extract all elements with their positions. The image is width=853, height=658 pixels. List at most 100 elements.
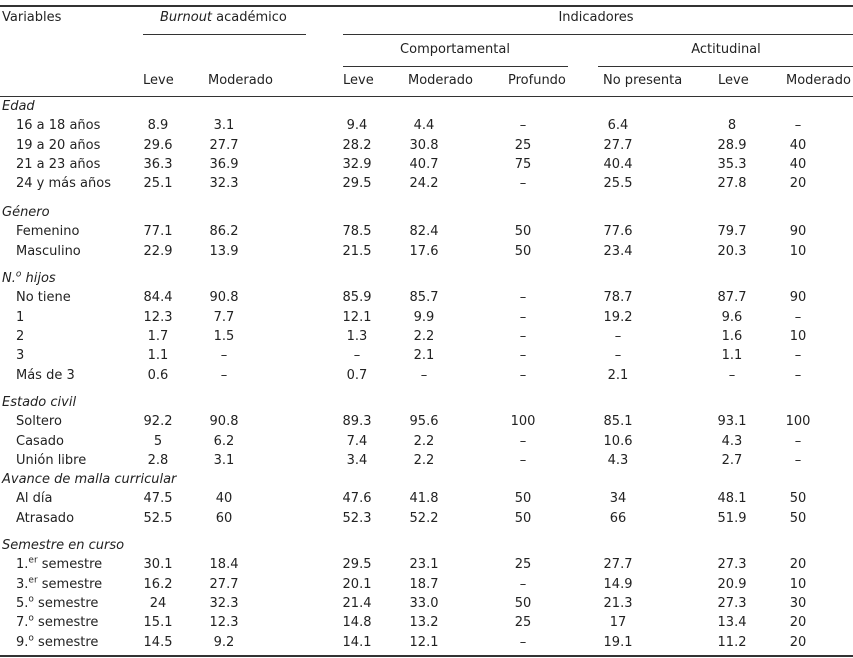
row-label: Casado (16, 433, 64, 449)
group-title: Avance de malla curricular (2, 472, 177, 487)
cell: – (614, 328, 622, 344)
cell: 0.6 (147, 367, 169, 383)
cell: 17.6 (409, 243, 439, 259)
rule (343, 66, 568, 67)
cell: 33.0 (409, 595, 439, 611)
group-title: Edad (2, 99, 35, 114)
row-label: 3.er semestre (16, 576, 102, 594)
cell: 35.3 (717, 156, 747, 172)
cell: 25 (514, 615, 532, 631)
column-header: Moderado (408, 73, 473, 88)
cell: – (519, 118, 527, 134)
cell: 27.7 (603, 557, 633, 573)
group-title-part: N. (2, 271, 16, 286)
row-label: 3 (16, 348, 25, 364)
row-label: 21 a 23 años (16, 156, 101, 172)
cell: 1.3 (346, 328, 368, 344)
row-label: Unión libre (16, 452, 87, 468)
header-actitudinal: Actitudinal (691, 42, 761, 57)
cell: 86.2 (209, 224, 239, 240)
cell: 8 (727, 118, 737, 134)
row-label-part: o (28, 613, 34, 624)
cell: 10 (789, 576, 807, 592)
cell: 1.1 (147, 348, 169, 364)
cell: 8.9 (147, 118, 169, 134)
cell: 20.9 (717, 576, 747, 592)
cell: 47.6 (342, 491, 372, 507)
row-label-part: semestre (33, 615, 99, 631)
cell: 51.9 (717, 510, 747, 526)
header-indicadores: Indicadores (558, 10, 634, 25)
cell: 14.5 (143, 634, 173, 650)
cell: 60 (215, 510, 233, 526)
cell: 3.1 (213, 118, 235, 134)
header-variables: Variables (2, 10, 62, 25)
cell: 7.7 (213, 309, 235, 325)
row-label-part: semestre (33, 634, 99, 650)
row-label-part: er (28, 575, 38, 586)
cell: 2.1 (607, 367, 629, 383)
cell: 20 (789, 615, 807, 631)
cell: 2.1 (413, 348, 435, 364)
cell: 34 (609, 491, 627, 507)
cell: 66 (609, 510, 627, 526)
cell: 7.4 (346, 433, 368, 449)
cell: 25 (514, 557, 532, 573)
cell: 25.1 (143, 176, 173, 192)
cell: 75 (514, 156, 532, 172)
cell: 19.1 (603, 634, 633, 650)
cell: – (728, 367, 736, 383)
cell: 23.1 (409, 557, 439, 573)
cell: 14.1 (342, 634, 372, 650)
row-label: 16 a 18 años (16, 118, 101, 134)
cell: 15.1 (143, 615, 173, 631)
cell: 12.1 (409, 634, 439, 650)
row-label: 7.o semestre (16, 614, 98, 632)
cell: 5 (153, 433, 163, 449)
row-label: Femenino (16, 224, 80, 240)
cell: 32.9 (342, 156, 372, 172)
row-label: 1.er semestre (16, 556, 102, 574)
cell: 2.2 (413, 328, 435, 344)
cell: 9.6 (721, 309, 743, 325)
row-label-part: 5. (16, 595, 29, 611)
cell: 6.4 (607, 118, 629, 134)
cell: 2.8 (147, 452, 169, 468)
column-header: No presenta (603, 73, 683, 88)
cell: 100 (510, 414, 536, 430)
row-label: Soltero (16, 414, 62, 430)
row-label: 19 a 20 años (16, 137, 101, 153)
cell: 30.8 (409, 137, 439, 153)
cell: 92.2 (143, 414, 173, 430)
group-title: Estado civil (2, 395, 77, 410)
cell: 90.8 (209, 414, 239, 430)
cell: – (794, 309, 802, 325)
cell: 25.5 (603, 176, 633, 192)
rule (343, 34, 853, 35)
cell: – (519, 176, 527, 192)
cell: 40.7 (409, 156, 439, 172)
cell: 3.4 (346, 452, 368, 468)
cell: 29.6 (143, 137, 173, 153)
cell: – (794, 367, 802, 383)
cell: 18.4 (209, 557, 239, 573)
cell: 24.2 (409, 176, 439, 192)
cell: 27.7 (209, 137, 239, 153)
cell: 14.8 (342, 615, 372, 631)
cell: 85.1 (603, 414, 633, 430)
row-label: Atrasado (16, 510, 75, 526)
column-header: Leve (718, 73, 749, 88)
cell: 27.7 (603, 137, 633, 153)
cell: 27.8 (717, 176, 747, 192)
cell: 77.6 (603, 224, 633, 240)
cell: 84.4 (143, 290, 173, 306)
cell: 4.4 (413, 118, 435, 134)
cell: 50 (514, 595, 532, 611)
cell: – (220, 367, 228, 383)
cell: 1.5 (213, 328, 235, 344)
cell: 10 (789, 243, 807, 259)
cell: 17 (609, 615, 627, 631)
cell: 90 (789, 290, 807, 306)
cell: – (519, 328, 527, 344)
cell: 20.3 (717, 243, 747, 259)
